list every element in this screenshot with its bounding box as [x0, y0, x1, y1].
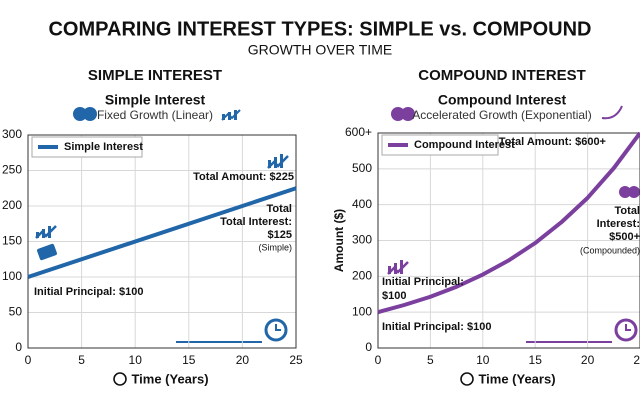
- y-tick-label: 0: [15, 340, 22, 354]
- legend-box: [31, 136, 143, 158]
- legend-label: Simple Interest: [64, 141, 143, 153]
- y-tick-label: 150: [2, 234, 22, 248]
- x-tick-label: 15: [182, 353, 196, 367]
- annotation: $125: [268, 229, 292, 241]
- chart-subtitle: Accelerated Growth (Exponential): [412, 108, 591, 122]
- x-tick-label: 15: [529, 353, 543, 367]
- annotation: Total Amount: $225: [193, 171, 294, 183]
- chart-title: Compound Interest: [438, 92, 567, 108]
- annotation: Total: [615, 205, 640, 217]
- y-axis-label: Amount ($): [332, 209, 346, 272]
- y-tick-label: 200: [2, 198, 22, 212]
- page-subtitle: GROWTH OVER TIME: [248, 42, 392, 58]
- y-tick-label: 200: [352, 269, 372, 283]
- legend-box: [381, 134, 499, 156]
- x-tick-label: 25: [633, 353, 640, 367]
- x-tick-label: 0: [375, 353, 382, 367]
- legend-label: Compound Interest: [414, 139, 515, 151]
- plot-frame: [27, 134, 297, 349]
- x-axis-label: Time (Years): [131, 371, 208, 386]
- chart-title: Simple Interest: [105, 92, 206, 108]
- y-tick-label: 50: [9, 305, 23, 319]
- plot-frame: [377, 132, 640, 349]
- annotation: Initial Principal: $100: [34, 286, 143, 298]
- clock-icon: [460, 372, 474, 386]
- annotation: Total Amount: $600+: [499, 136, 606, 148]
- annotation: Initial Principal: $100: [382, 321, 491, 333]
- annotation: (Compounded): [580, 245, 640, 255]
- annotation: $100: [382, 290, 406, 302]
- y-tick-label: 400: [352, 197, 372, 211]
- series-line: [377, 131, 640, 315]
- x-tick-label: 10: [129, 353, 143, 367]
- annotation: (Simple): [258, 242, 292, 252]
- y-tick-label: 300: [2, 127, 22, 141]
- section-heading: COMPOUND INTEREST: [418, 67, 586, 84]
- x-tick-label: 10: [476, 353, 490, 367]
- annotation: Initial Principal:: [382, 276, 464, 288]
- annotation: Total: [267, 203, 292, 215]
- x-tick-label: 20: [581, 353, 595, 367]
- x-axis-label: Time (Years): [478, 371, 555, 386]
- annotation: Total Interest:: [220, 216, 292, 228]
- y-tick-label: 0: [365, 340, 372, 354]
- x-tick-label: 5: [78, 353, 85, 367]
- series-line: [27, 186, 297, 279]
- x-tick-label: 20: [236, 353, 250, 367]
- y-tick-label: 300: [352, 233, 372, 247]
- icon-money-bags: [35, 107, 289, 261]
- annotation: Interest:: [597, 218, 640, 230]
- y-tick-label: 100: [2, 269, 22, 283]
- y-tick-label: 500: [352, 161, 372, 175]
- x-tick-label: 5: [427, 353, 434, 367]
- y-tick-label: 600+: [345, 125, 372, 139]
- x-tick-label: 25: [289, 353, 303, 367]
- x-tick-label: 0: [25, 353, 32, 367]
- clock-icon: [113, 372, 127, 386]
- chart-subtitle: Fixed Growth (Linear): [97, 108, 213, 122]
- y-tick-label: 100: [352, 304, 372, 318]
- icon-money-bags-purple: [387, 105, 640, 275]
- section-heading: SIMPLE INTEREST: [88, 67, 222, 84]
- icon-clock: [176, 318, 638, 343]
- page-title: COMPARING INTEREST TYPES: SIMPLE vs. COM…: [48, 18, 591, 40]
- annotation: $500+: [609, 231, 640, 243]
- y-tick-label: 250: [2, 163, 22, 177]
